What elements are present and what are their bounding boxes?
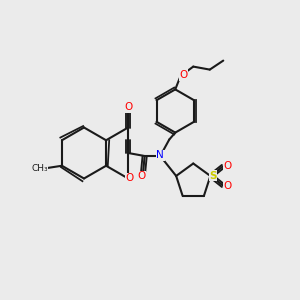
Text: CH₃: CH₃ [32, 164, 48, 172]
Text: O: O [125, 173, 134, 184]
Text: N: N [156, 150, 164, 161]
Text: O: O [223, 181, 231, 190]
Text: O: O [137, 171, 146, 181]
Text: O: O [124, 102, 132, 112]
Text: O: O [223, 161, 231, 171]
Text: S: S [209, 171, 217, 181]
Text: O: O [179, 70, 188, 80]
